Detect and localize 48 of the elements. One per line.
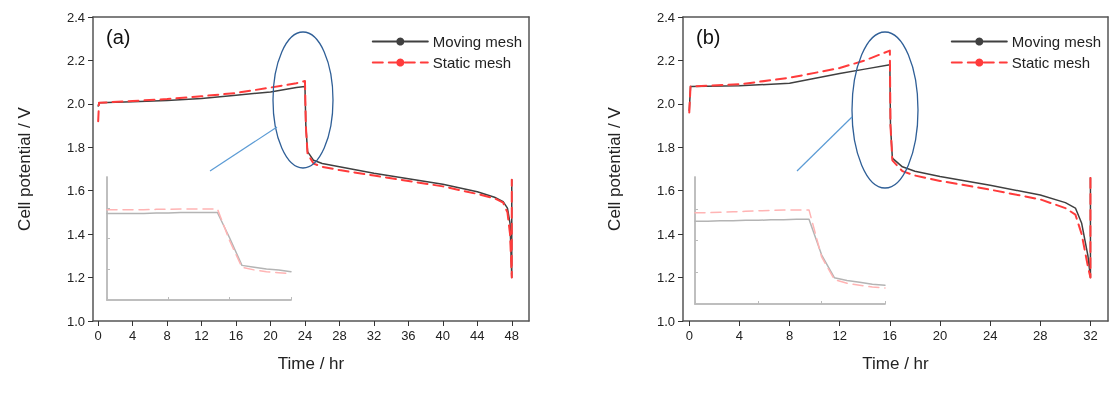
x-tick-label: 8: [163, 328, 171, 343]
x-tick-label: 20: [932, 328, 948, 343]
legend-label: Moving mesh: [432, 33, 522, 50]
y-tick-label: 1.4: [656, 226, 675, 242]
chart-title: (a): [106, 26, 131, 48]
y-axis-title: Cell potential / V: [605, 106, 624, 231]
y-tick-label: 2.2: [656, 52, 675, 68]
x-tick-label: 24: [982, 328, 998, 343]
x-tick-label: 40: [435, 328, 451, 343]
legend-label: Static mesh: [1011, 54, 1091, 71]
y-tick-label: 2.4: [66, 9, 85, 25]
y-tick-label: 1.6: [66, 183, 85, 199]
y-tick-label: 1.6: [656, 183, 675, 199]
y-tick-label: 1.4: [66, 226, 85, 242]
x-tick-label: 28: [1033, 328, 1048, 343]
chart-title: (b): [696, 26, 721, 48]
y-tick-label: 1.0: [66, 313, 85, 329]
x-tick-label: 36: [401, 328, 416, 343]
y-tick-label: 1.2: [66, 270, 85, 286]
y-tick-label: 2.0: [656, 96, 675, 112]
x-axis-title: Time / hr: [277, 354, 345, 373]
x-tick-label: 4: [129, 328, 137, 343]
legend-label: Static mesh: [432, 54, 512, 71]
x-tick-label: 28: [332, 328, 347, 343]
x-tick-label: 48: [504, 328, 519, 343]
x-tick-label: 24: [297, 328, 313, 343]
x-tick-label: 12: [194, 328, 209, 343]
x-tick-label: 20: [263, 328, 278, 343]
y-tick-label: 1.8: [66, 139, 85, 155]
x-tick-label: 4: [735, 328, 744, 343]
x-tick-label: 32: [366, 328, 382, 343]
x-tick-label: 0: [94, 328, 102, 343]
x-tick-label: 8: [785, 328, 794, 343]
x-tick-label: 12: [832, 328, 847, 343]
y-tick-label: 2.0: [66, 96, 85, 112]
y-tick-label: 1.8: [656, 139, 675, 155]
y-tick-label: 2.4: [656, 9, 675, 25]
x-tick-label: 0: [685, 328, 693, 343]
y-tick-label: 2.2: [66, 52, 85, 68]
x-tick-label: 32: [1083, 328, 1098, 343]
x-tick-label: 16: [882, 328, 898, 343]
x-tick-label: 44: [470, 328, 485, 343]
x-tick-label: 16: [228, 328, 244, 343]
y-tick-label: 1.2: [656, 270, 675, 286]
y-axis-title: Cell potential / V: [15, 106, 34, 231]
x-axis-title: Time / hr: [862, 354, 930, 373]
legend-label: Moving mesh: [1011, 33, 1101, 50]
y-tick-label: 1.0: [656, 313, 675, 329]
